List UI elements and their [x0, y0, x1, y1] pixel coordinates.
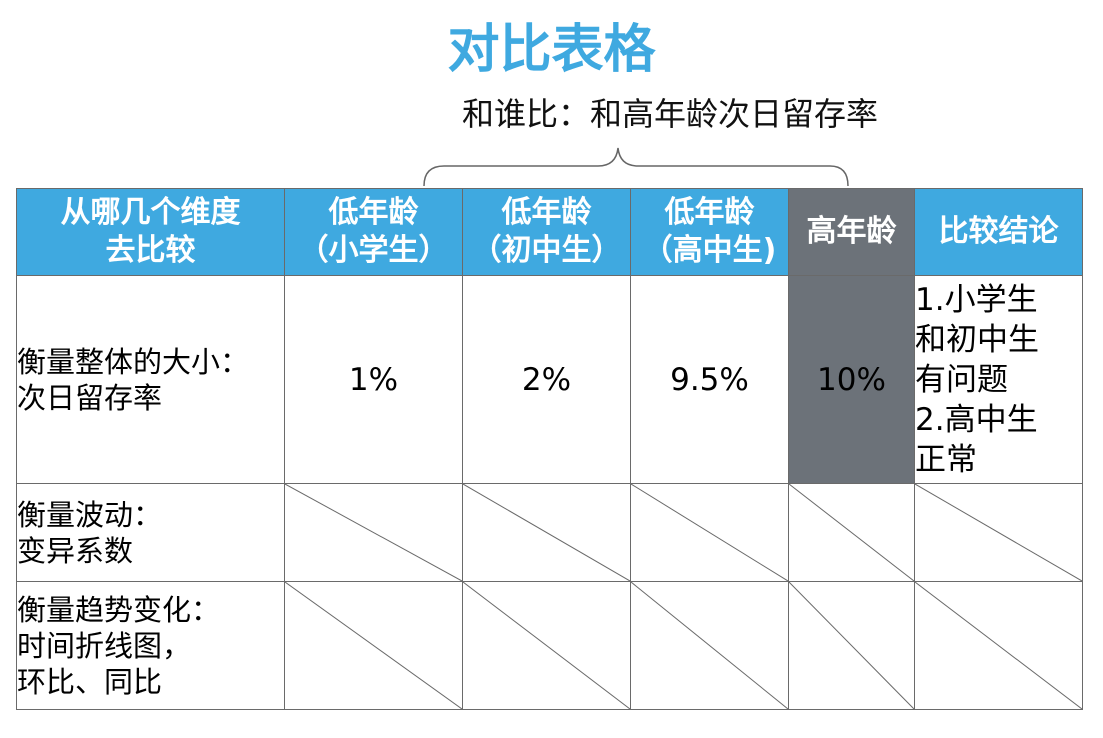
header-middle: 低年龄 （初中生） [462, 188, 631, 276]
header-line: 从哪几个维度 [60, 195, 241, 230]
diagonal-line [915, 484, 1082, 581]
empty-cell [462, 581, 631, 710]
header-line: 低年龄 [664, 195, 755, 230]
header-line: （初中生） [471, 233, 622, 268]
dimension-cell: 衡量波动： 变异系数 [16, 483, 285, 582]
header-high-age: 高年龄 [788, 188, 915, 276]
value-cell: 2% [462, 275, 631, 484]
dimension-line: 衡量趋势变化： [17, 592, 221, 627]
empty-cell [914, 581, 1083, 710]
header-line: （高中生) [642, 233, 777, 268]
value-cell-highlight: 10% [788, 275, 915, 484]
comparison-subtitle: 和谁比：和高年龄次日留存率 [461, 95, 878, 133]
conclusion-line: 和初中生 [915, 321, 1039, 358]
diagonal-line [285, 484, 462, 581]
diagonal-line [631, 582, 788, 709]
diagonal-line [631, 484, 788, 581]
empty-cell [284, 581, 463, 710]
dimension-line: 环比、同比 [17, 664, 163, 699]
conclusion-line: 有问题 [915, 361, 1008, 398]
header-primary: 低年龄 （小学生） [284, 188, 463, 276]
dimension-line: 时间折线图， [17, 628, 192, 663]
table-row: 衡量趋势变化： 时间折线图， 环比、同比 [16, 581, 1083, 710]
header-high-school: 低年龄 （高中生) [630, 188, 789, 276]
empty-cell [914, 483, 1083, 582]
header-line: 高年龄 [806, 214, 897, 249]
empty-cell [788, 483, 915, 582]
empty-cell [788, 581, 915, 710]
header-line: 比较结论 [938, 214, 1059, 249]
diagonal-line [463, 484, 630, 581]
diagonal-line [463, 582, 630, 709]
dimension-line: 衡量波动： [17, 497, 163, 532]
header-line: 低年龄 [501, 195, 592, 230]
header-dimension: 从哪几个维度 去比较 [16, 188, 285, 276]
conclusion-line: 正常 [915, 441, 977, 478]
header-conclusion: 比较结论 [914, 188, 1083, 276]
comparison-table: 从哪几个维度 去比较 低年龄 （小学生） 低年龄 （初中生） 低年龄 （高中生)… [16, 188, 1083, 710]
empty-cell [630, 483, 789, 582]
conclusion-line: 1.小学生 [915, 281, 1038, 318]
dimension-cell: 衡量趋势变化： 时间折线图， 环比、同比 [16, 581, 285, 710]
empty-cell [630, 581, 789, 710]
conclusion-cell: 1.小学生 和初中生 有问题 2.高中生 正常 [914, 275, 1083, 484]
empty-cell [284, 483, 463, 582]
table-row: 衡量波动： 变异系数 [16, 483, 1083, 582]
header-line: 去比较 [105, 233, 196, 268]
dimension-line: 衡量整体的大小： [17, 344, 250, 379]
empty-cell [462, 483, 631, 582]
diagonal-line [789, 484, 914, 581]
dimension-line: 变异系数 [17, 533, 134, 568]
header-line: （小学生） [298, 233, 449, 268]
value-cell: 9.5% [630, 275, 789, 484]
diagonal-line [285, 582, 462, 709]
table-row: 衡量整体的大小： 次日留存率 1% 2% 9.5% 10% 1.小学生 和初中生… [16, 275, 1083, 484]
header-line: 低年龄 [328, 195, 419, 230]
header-row: 从哪几个维度 去比较 低年龄 （小学生） 低年龄 （初中生） 低年龄 （高中生)… [16, 188, 1083, 276]
diagonal-line [789, 582, 914, 709]
diagonal-line [915, 582, 1082, 709]
value-cell: 1% [284, 275, 463, 484]
page-title: 对比表格 [447, 20, 656, 80]
dimension-line: 次日留存率 [17, 380, 163, 415]
dimension-cell: 衡量整体的大小： 次日留存率 [16, 275, 285, 484]
conclusion-line: 2.高中生 [915, 401, 1038, 438]
